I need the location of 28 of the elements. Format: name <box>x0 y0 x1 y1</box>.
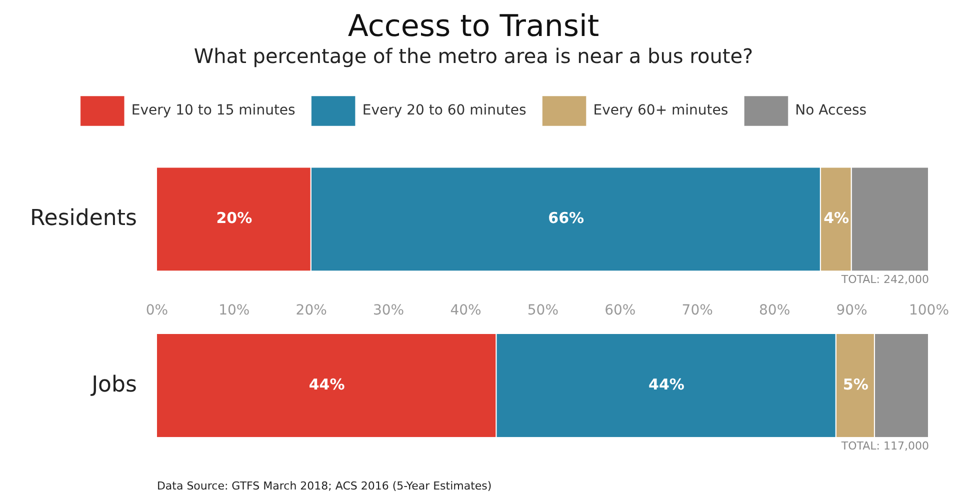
x-tick-label: 0% <box>146 302 168 318</box>
source-note: Data Source: GTFS March 2018; ACS 2016 (5-Year Estimates) <box>156 479 492 492</box>
x-tick-label: 60% <box>604 302 636 318</box>
data-label: 5% <box>842 375 868 394</box>
x-tick-label: 20% <box>296 302 327 318</box>
legend-label: No Access <box>795 102 867 119</box>
legend-label: Every 60+ minutes <box>593 102 728 119</box>
annotation: TOTAL: 117,000 <box>840 440 929 453</box>
y-tick-label: Residents <box>30 206 137 231</box>
x-tick-label: 30% <box>372 302 404 318</box>
x-tick-label: 10% <box>218 302 250 318</box>
y-tick-label: Jobs <box>90 372 137 398</box>
data-label: 4% <box>824 209 850 228</box>
data-label: 44% <box>308 375 345 394</box>
annotation: TOTAL: 242,000 <box>840 273 929 286</box>
x-tick-label: 80% <box>759 302 790 318</box>
data-label: 20% <box>216 209 252 228</box>
data-label: 44% <box>648 375 684 394</box>
x-tick-label: 40% <box>450 302 482 318</box>
x-tick-label: 90% <box>836 302 868 318</box>
legend-label: Every 10 to 15 minutes <box>131 102 296 119</box>
legend-label: Every 20 to 60 minutes <box>362 102 526 119</box>
x-tick-label: 100% <box>908 302 950 318</box>
x-tick-label: 50% <box>527 302 559 318</box>
chart-subtitle: What percentage of the metro area is near a bus route? <box>194 44 754 68</box>
data-label: 66% <box>548 209 584 228</box>
x-tick-label: 70% <box>682 302 713 318</box>
chart-title: Access to Transit <box>348 8 600 44</box>
